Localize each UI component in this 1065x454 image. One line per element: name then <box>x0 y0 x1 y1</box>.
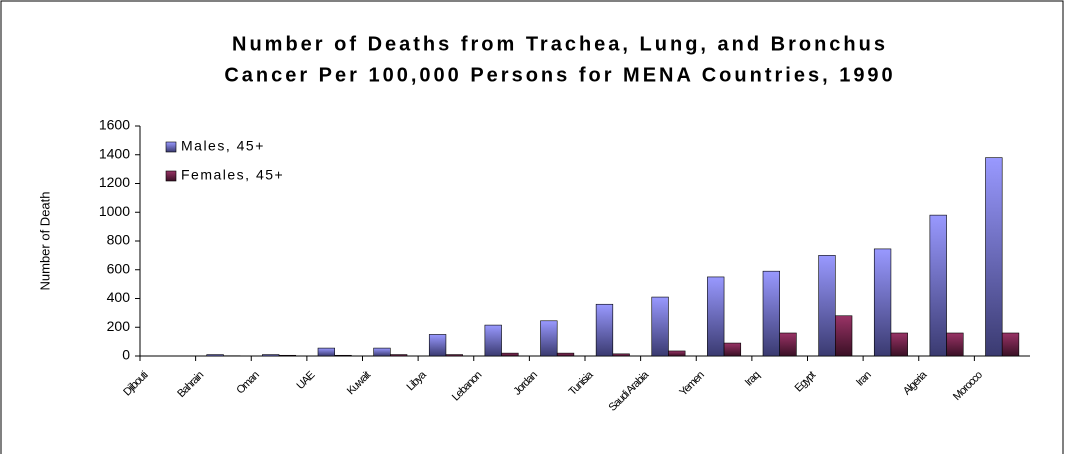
bar <box>501 352 519 357</box>
bar <box>556 352 575 357</box>
bar <box>595 303 614 357</box>
bar <box>668 350 686 357</box>
bar <box>835 315 853 357</box>
bar <box>317 347 335 357</box>
bar <box>445 354 463 357</box>
legend-label: Females, 45+ <box>181 167 284 183</box>
bar <box>484 324 502 357</box>
legend-swatch <box>165 170 177 182</box>
y-tick-label: 0 <box>122 347 130 363</box>
y-tick-label: 1000 <box>99 203 130 219</box>
chart-subtitle: Cancer Per 100,000 Persons for MENA Coun… <box>224 64 895 86</box>
bar <box>890 332 908 357</box>
chart-title: Number of Deaths from Trachea, Lung, and… <box>232 33 888 55</box>
y-tick-label: 200 <box>107 318 131 334</box>
y-tick-label: 400 <box>107 289 131 305</box>
bar <box>1001 332 1020 357</box>
bar <box>723 342 742 357</box>
bar <box>707 276 725 357</box>
y-tick-label: 1600 <box>99 117 130 133</box>
y-tick-label: 1400 <box>99 145 130 161</box>
bar <box>428 334 447 357</box>
bar <box>278 354 297 357</box>
bar <box>334 354 352 357</box>
bar <box>929 214 947 357</box>
bar <box>651 296 669 357</box>
bar <box>818 255 836 357</box>
y-tick-label: 1200 <box>99 174 130 190</box>
bar <box>540 320 558 357</box>
y-tick-label: 800 <box>107 232 131 248</box>
y-tick-label: 600 <box>107 260 131 276</box>
bar <box>762 270 780 357</box>
bar <box>390 354 408 357</box>
legend-swatch <box>165 141 177 153</box>
bar <box>946 332 964 357</box>
legend-label: Males, 45+ <box>181 138 265 154</box>
bar <box>873 248 892 357</box>
y-axis-label: Number of Death <box>37 192 52 291</box>
bar <box>262 354 280 357</box>
bar <box>612 353 630 357</box>
bar <box>779 332 797 357</box>
bar <box>985 157 1003 357</box>
bar <box>206 354 224 357</box>
bar <box>373 347 391 357</box>
